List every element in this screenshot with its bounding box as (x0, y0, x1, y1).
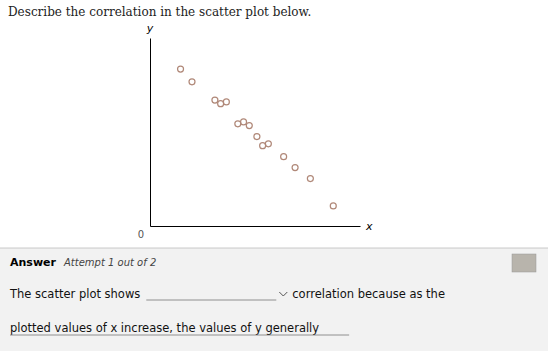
attempt-label: Attempt 1 out of 2 (63, 257, 156, 268)
sentence-middle: correlation because as the (292, 287, 445, 301)
point (292, 165, 298, 171)
point (241, 119, 247, 125)
point (260, 143, 266, 149)
point (330, 203, 336, 209)
point (281, 154, 287, 160)
point (178, 66, 184, 72)
answer-blank[interactable] (146, 300, 276, 301)
point (246, 123, 252, 129)
x-axis-line (151, 226, 361, 227)
sentence-start: The scatter plot shows (9, 287, 140, 301)
y-axis-label: y (146, 22, 154, 35)
answer-panel (0, 248, 548, 351)
x-axis-label: x (365, 220, 373, 233)
title: Describe the correlation in the scatter … (8, 5, 311, 19)
y-axis (150, 39, 151, 227)
point (212, 97, 218, 103)
dropdown-caret[interactable] (279, 292, 287, 296)
point (265, 141, 271, 147)
points (178, 66, 337, 209)
point (218, 101, 224, 107)
point (235, 121, 241, 127)
point (223, 99, 229, 105)
x-axis (151, 226, 361, 227)
point (307, 176, 313, 182)
sentence-end: plotted values of x increase, the values… (10, 321, 319, 335)
answer-underline (10, 335, 349, 336)
origin-label: 0 (138, 229, 144, 240)
point (254, 134, 260, 140)
chart: Describe the correlation in the scatter … (0, 0, 548, 351)
point (189, 79, 195, 85)
button[interactable] (512, 254, 536, 272)
separator (0, 248, 548, 249)
answer-label: Answer (10, 256, 57, 269)
y-axis-line (150, 39, 151, 227)
